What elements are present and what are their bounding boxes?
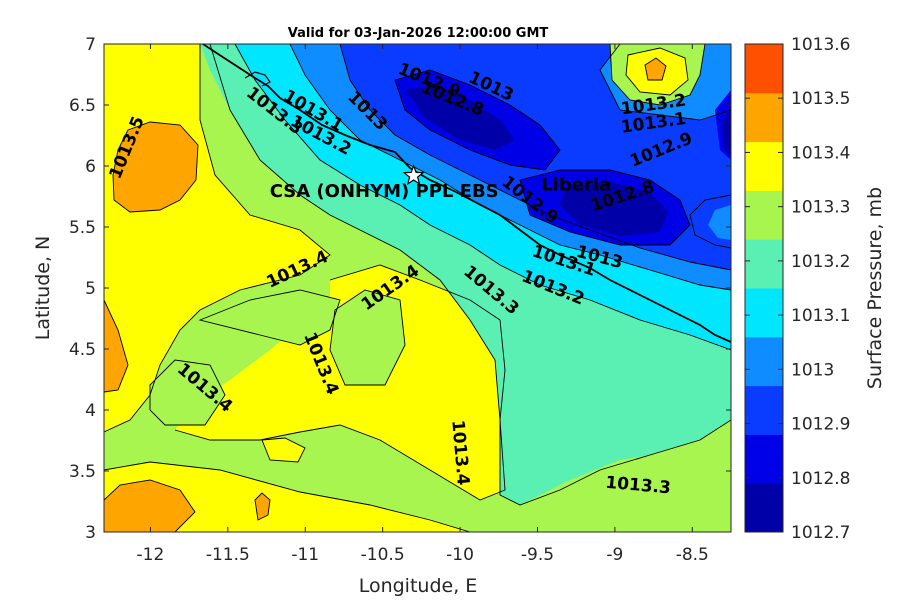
y-tick-label: 3.5 xyxy=(69,462,96,482)
contour-line xyxy=(329,289,406,386)
x-axis-ticks: -12 -11.5 -11 -10.5 -10 -9.5 -9 -8.5 xyxy=(137,44,709,565)
contour-line xyxy=(519,169,691,246)
contour-fill-layer xyxy=(104,44,731,532)
colorbar-band xyxy=(745,483,783,533)
fill-1013-3-pocket-mid xyxy=(330,290,405,385)
colorbar-band xyxy=(745,288,783,338)
contour-line xyxy=(599,44,731,121)
x-tick-label: -9 xyxy=(606,545,623,565)
site-label: CSA (ONHYM) PPL EBS xyxy=(270,181,499,202)
colorbar-tick-label: 1013.2 xyxy=(791,252,850,272)
y-tick-label: 3 xyxy=(85,523,96,543)
contour-lines xyxy=(104,44,731,532)
site-star-marker xyxy=(402,164,425,186)
y-axis-label: Latitude, N xyxy=(32,236,54,341)
contour-line xyxy=(644,57,667,81)
colorbar-band xyxy=(745,92,783,143)
x-tick-label: -9.5 xyxy=(521,545,554,565)
y-tick-label: 4.5 xyxy=(69,340,96,360)
fill-1012-7-core-edge xyxy=(722,105,731,155)
colorbar-tick-label: 1013 xyxy=(791,360,834,380)
contour-line xyxy=(104,479,196,532)
y-axis-ticks: 3 3.5 4 4.5 5 5.5 6 6.5 7 xyxy=(69,35,731,543)
fill-1013-4-central xyxy=(175,265,505,500)
fill-1013-4-blob-south xyxy=(262,438,305,462)
x-axis-label: Longitude, E xyxy=(359,575,478,597)
y-tick-label: 7 xyxy=(85,35,96,55)
contour-line xyxy=(104,299,129,393)
y-tick-label: 6.5 xyxy=(69,96,96,116)
colorbar-band xyxy=(745,44,783,94)
coastline xyxy=(202,44,731,343)
contour-line xyxy=(609,44,706,106)
fill-1013-5-high-ne xyxy=(645,58,666,80)
colorbar-tick-label: 1013.3 xyxy=(791,198,850,218)
fill-1013-0-ring-east xyxy=(708,205,731,240)
y-tick-label: 5.5 xyxy=(69,218,96,238)
colorbar-tick-label: 1013.4 xyxy=(791,143,850,163)
colorbar-frame xyxy=(744,43,784,533)
fill-1013-3-pocket-sw xyxy=(104,432,130,448)
coastline-inlet xyxy=(244,71,271,87)
fill-1013-4-south xyxy=(104,462,470,532)
fill-1013-5-west-edge xyxy=(104,300,128,392)
colorbar-tick-label: 1012.8 xyxy=(791,469,850,489)
contour-line xyxy=(198,289,341,346)
y-tick-label: 4 xyxy=(85,401,96,421)
y-tick-label: 5 xyxy=(85,279,96,299)
colorbar-tick-label: 1012.7 xyxy=(791,523,850,543)
colorbar-tick-label: 1012.9 xyxy=(791,415,850,435)
place-markers: CSA (ONHYM) PPL EBS Liberia xyxy=(270,164,611,202)
contour-line xyxy=(209,44,731,506)
contour-line xyxy=(174,264,506,501)
contour-line xyxy=(149,359,226,426)
x-tick-label: -10.5 xyxy=(361,545,405,565)
x-tick-label: -12 xyxy=(137,545,165,565)
x-tick-label: -11 xyxy=(291,545,319,565)
colorbar-band xyxy=(745,434,783,484)
x-tick-label: -10 xyxy=(446,545,474,565)
fill-1013-3-pocket-west xyxy=(150,360,225,425)
colorbar-band xyxy=(745,141,783,191)
colorbar-band xyxy=(745,239,783,289)
contour-line xyxy=(625,47,689,96)
colorbar-band xyxy=(745,336,783,387)
fill-1013-3-pocket-center xyxy=(200,290,340,345)
chart-title: Valid for 03-Jan-2026 12:00:00 GMT xyxy=(288,26,549,41)
colorbar-tick-label: 1013.6 xyxy=(791,35,850,55)
fill-1013-5-southwest xyxy=(104,480,195,532)
fill-1013-3-southeast xyxy=(500,430,731,532)
contour-line xyxy=(689,194,731,249)
y-tick-label: 6 xyxy=(85,157,96,177)
country-label: Liberia xyxy=(541,174,611,195)
contour-line xyxy=(234,44,731,351)
contour-line xyxy=(104,44,331,433)
colorbar-tick-label: 1013.5 xyxy=(791,89,850,109)
colorbar-band xyxy=(745,385,783,435)
colorbar-tick-label: 1013.1 xyxy=(791,306,850,326)
colorbar: 1012.7 1012.8 1012.9 1013 1013.1 1013.2 1013.3… xyxy=(744,35,850,543)
colorbar-band xyxy=(745,190,783,240)
contour-line xyxy=(254,492,271,521)
x-tick-label: -8.5 xyxy=(676,545,709,565)
fill-1013-5-northwest xyxy=(113,122,198,212)
colorbar-label: Surface Pressure, mb xyxy=(864,187,886,389)
x-tick-label: -11.5 xyxy=(206,545,250,565)
contour-line xyxy=(394,69,561,171)
fill-1013-5-blob-small xyxy=(255,493,270,520)
contour-line xyxy=(339,44,731,271)
contour-line xyxy=(104,461,471,532)
contour-line xyxy=(261,437,306,463)
fill-1012-7-core-north xyxy=(405,85,515,150)
fill-1012-7-core-east xyxy=(560,182,668,236)
contour-line xyxy=(112,121,199,213)
